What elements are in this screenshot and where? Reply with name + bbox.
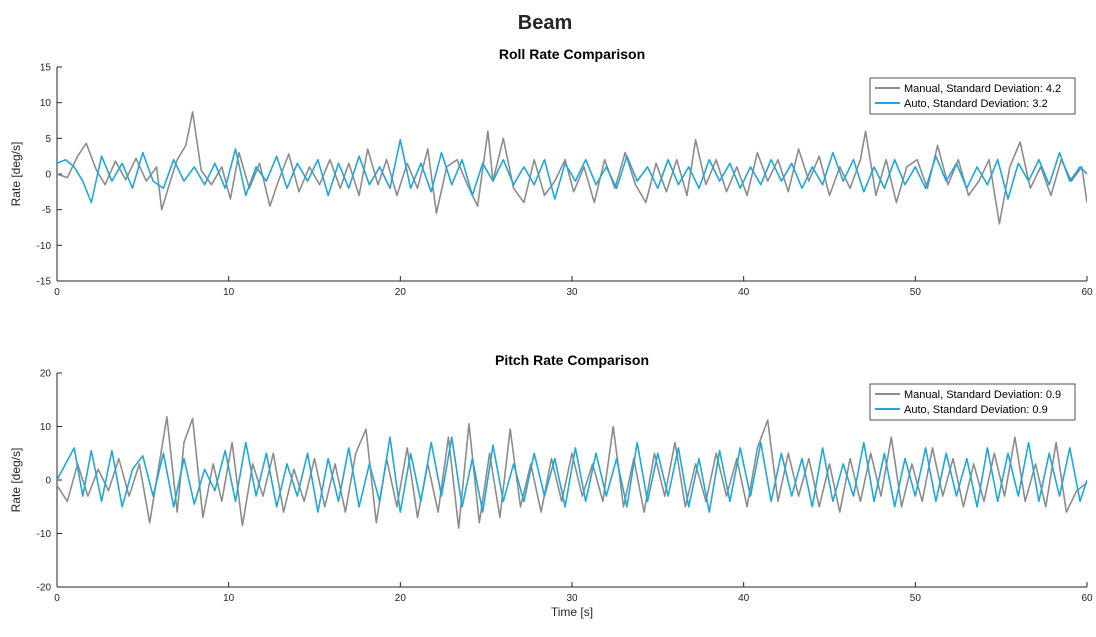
series-line-auto <box>57 139 1087 204</box>
y-tick-label: -5 <box>42 205 51 216</box>
series-line-manual <box>57 416 1087 529</box>
legend-entry: Auto, Standard Deviation: 0.9 <box>904 404 1048 416</box>
y-tick-label: -15 <box>37 277 52 288</box>
y-tick-label: -20 <box>37 583 52 594</box>
legend-entry: Manual, Standard Deviation: 4.2 <box>904 83 1061 95</box>
y-tick-label: -10 <box>37 241 52 252</box>
x-tick-label: 30 <box>566 593 578 604</box>
x-tick-label: 60 <box>1081 593 1093 604</box>
y-tick-label: 10 <box>40 422 52 433</box>
x-tick-label: 50 <box>910 593 922 604</box>
legend-entry: Auto, Standard Deviation: 3.2 <box>904 98 1048 110</box>
pitch-rate-plot: Pitch Rate Comparison 0 10 20 30 40 50 60 -20 -10… <box>9 352 1093 619</box>
y-tick-label: 10 <box>40 98 52 109</box>
y-tick-label: 0 <box>45 170 51 181</box>
y-tick-label: 15 <box>40 63 52 74</box>
x-tick-label: 40 <box>738 593 750 604</box>
x-tick-label: 20 <box>395 287 407 298</box>
y-tick-label: 20 <box>40 369 52 380</box>
x-tick-label: 0 <box>54 593 60 604</box>
x-tick-label: 10 <box>223 593 235 604</box>
x-tick-label: 60 <box>1081 287 1093 298</box>
series-line-auto <box>57 436 1087 513</box>
legend: Manual, Standard Deviation: 4.2 Auto, Sta… <box>869 77 1076 115</box>
x-tick-label: 20 <box>395 593 407 604</box>
plot-title: Pitch Rate Comparison <box>495 352 649 368</box>
y-axis-label: Rate [deg/s] <box>9 448 23 513</box>
figure-title: Beam <box>518 12 572 34</box>
plot-title: Roll Rate Comparison <box>499 46 645 62</box>
legend-entry: Manual, Standard Deviation: 0.9 <box>904 389 1061 401</box>
legend: Manual, Standard Deviation: 0.9 Auto, Sta… <box>869 383 1076 421</box>
series-line-manual <box>57 111 1087 225</box>
x-tick-label: 0 <box>54 287 60 298</box>
y-axis-label: Rate [deg/s] <box>9 142 23 207</box>
y-tick-label: -10 <box>37 529 52 540</box>
x-axis-label: Time [s] <box>551 605 593 619</box>
legend-box <box>869 383 1076 421</box>
y-tick-label: 0 <box>45 476 51 487</box>
x-tick-label: 30 <box>566 287 578 298</box>
legend-box <box>869 77 1076 115</box>
y-tick-label: 5 <box>45 134 51 145</box>
x-tick-label: 50 <box>910 287 922 298</box>
x-tick-label: 10 <box>223 287 235 298</box>
x-tick-label: 40 <box>738 287 750 298</box>
